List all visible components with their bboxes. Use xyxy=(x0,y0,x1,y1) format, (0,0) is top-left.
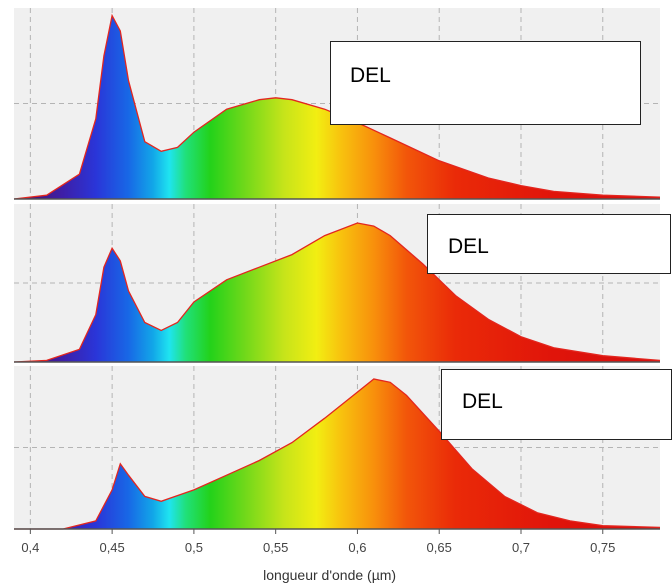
x-tick-label: 0,45 xyxy=(99,540,124,555)
panel-2-label: DEL xyxy=(448,235,489,258)
panel-2-label-box: DEL xyxy=(427,214,671,274)
x-axis-label: longueur d'onde (µm) xyxy=(263,567,396,583)
x-tick-label: 0,65 xyxy=(427,540,452,555)
panel-3 xyxy=(14,366,661,530)
panel-1-label: DEL xyxy=(350,64,391,87)
x-tick-label: 0,7 xyxy=(512,540,530,555)
panel-1-spectrum-curve xyxy=(13,13,661,200)
x-tick-label: 0,6 xyxy=(348,540,366,555)
panel-1-label-box: DEL xyxy=(330,41,641,125)
x-tick-label: 0,75 xyxy=(590,540,615,555)
panel-3-label-box: DEL xyxy=(441,369,672,440)
panel-3-spectrum-curve xyxy=(14,378,661,530)
panel-3-label: DEL xyxy=(462,390,503,413)
panel-2-spectrum-curve xyxy=(13,222,661,363)
x-tick-label: 0,55 xyxy=(263,540,288,555)
x-tick-label: 0,5 xyxy=(185,540,203,555)
x-tick-label: 0,4 xyxy=(21,540,39,555)
